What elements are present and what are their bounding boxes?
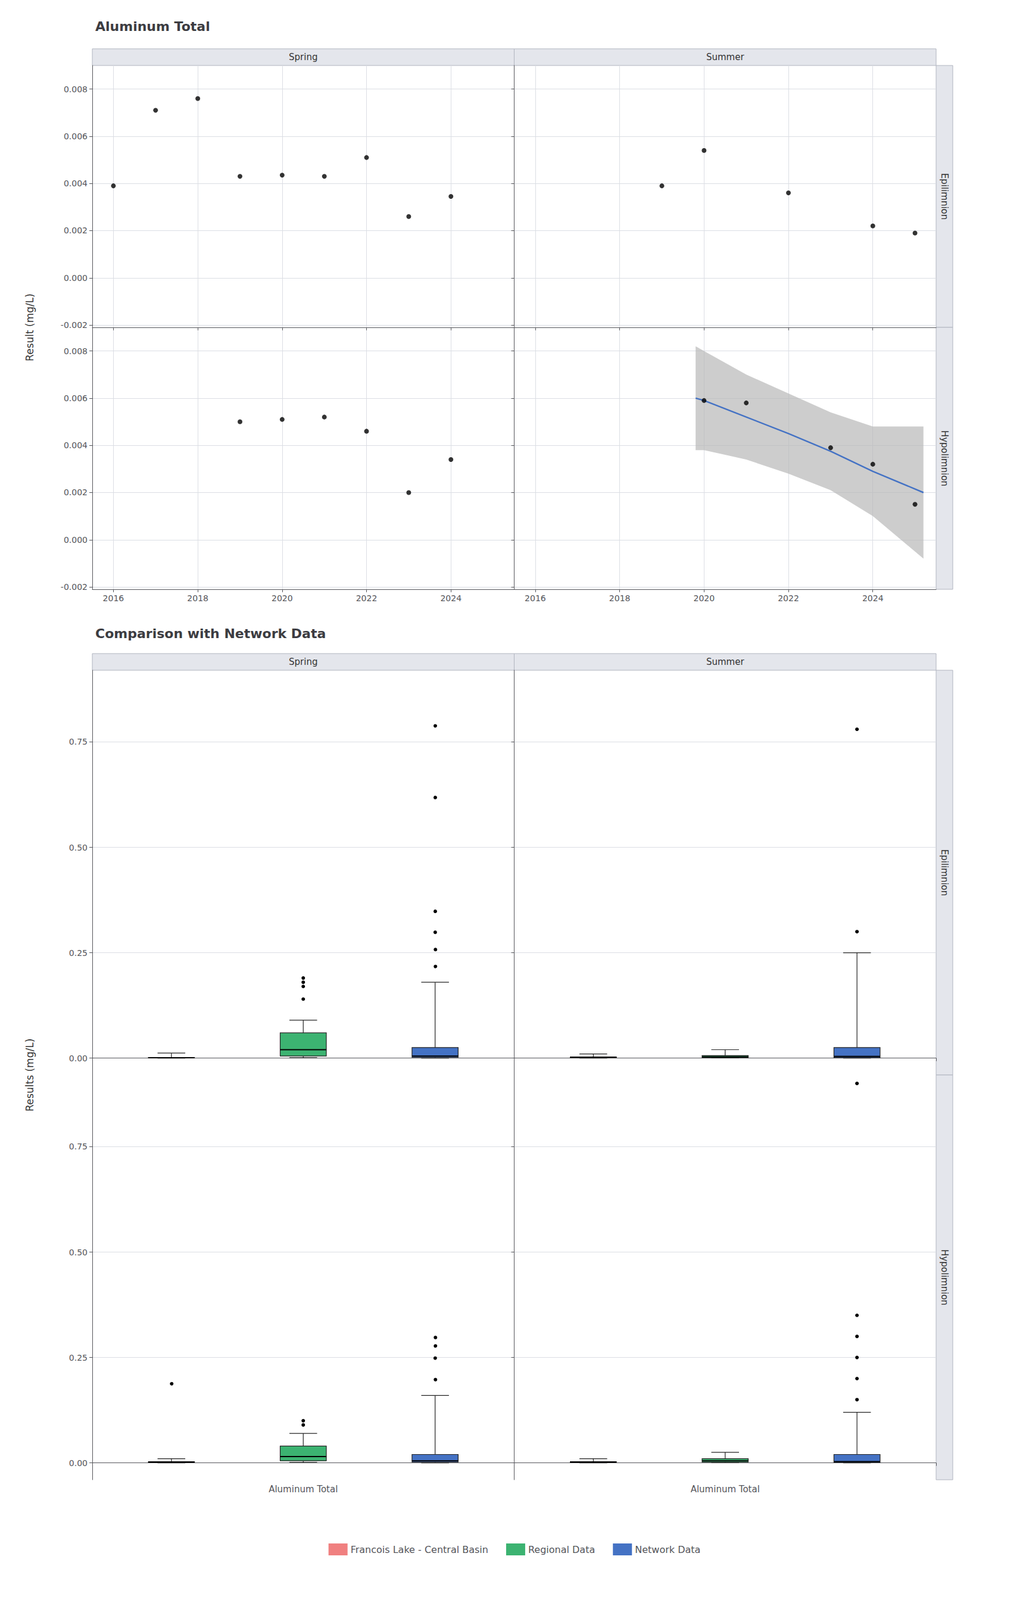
svg-text:0.002: 0.002 <box>63 487 88 498</box>
svg-text:0.75: 0.75 <box>69 1142 88 1152</box>
svg-text:Comparison with Network Data: Comparison with Network Data <box>95 626 326 642</box>
svg-text:0.008: 0.008 <box>63 346 88 357</box>
svg-text:0.000: 0.000 <box>63 535 88 545</box>
svg-text:0.004: 0.004 <box>63 178 88 189</box>
svg-text:Summer: Summer <box>706 51 745 63</box>
svg-text:Spring: Spring <box>288 51 318 63</box>
svg-text:Epilimnion: Epilimnion <box>939 849 950 897</box>
svg-text:0.008: 0.008 <box>63 84 88 95</box>
svg-text:Results (mg/L): Results (mg/L) <box>23 1039 36 1113</box>
svg-text:Regional Data: Regional Data <box>528 1544 595 1557</box>
svg-text:2022: 2022 <box>777 593 800 604</box>
svg-text:0.006: 0.006 <box>63 131 88 142</box>
svg-text:-0.002: -0.002 <box>60 320 88 330</box>
svg-text:2024: 2024 <box>440 593 462 604</box>
svg-text:2024: 2024 <box>862 593 884 604</box>
svg-text:0.000: 0.000 <box>63 273 88 283</box>
svg-text:Aluminum Total: Aluminum Total <box>268 1484 338 1496</box>
svg-text:0.00: 0.00 <box>69 1458 88 1469</box>
svg-text:2022: 2022 <box>356 593 378 604</box>
svg-text:0.004: 0.004 <box>63 440 88 451</box>
svg-text:0.00: 0.00 <box>69 1054 88 1064</box>
svg-text:2018: 2018 <box>609 593 631 604</box>
svg-text:2020: 2020 <box>693 593 716 604</box>
svg-text:0.50: 0.50 <box>69 843 88 853</box>
svg-text:Hypolimnion: Hypolimnion <box>939 1249 950 1306</box>
svg-text:2016: 2016 <box>103 593 125 604</box>
svg-text:2016: 2016 <box>524 593 547 604</box>
svg-text:2020: 2020 <box>271 593 293 604</box>
svg-text:Aluminum Total: Aluminum Total <box>95 19 211 34</box>
svg-text:Summer: Summer <box>706 656 745 668</box>
svg-text:2018: 2018 <box>186 593 209 604</box>
svg-text:Spring: Spring <box>288 656 318 668</box>
svg-text:-0.002: -0.002 <box>60 582 88 592</box>
svg-text:0.75: 0.75 <box>69 737 88 747</box>
svg-text:Hypolimnion: Hypolimnion <box>939 430 950 487</box>
svg-text:0.006: 0.006 <box>63 393 88 404</box>
svg-text:Network Data: Network Data <box>634 1544 701 1557</box>
svg-text:Result (mg/L): Result (mg/L) <box>23 293 36 362</box>
svg-text:Aluminum Total: Aluminum Total <box>690 1484 760 1496</box>
svg-text:0.50: 0.50 <box>69 1248 88 1258</box>
svg-text:Epilimnion: Epilimnion <box>939 173 950 220</box>
svg-text:0.002: 0.002 <box>63 225 88 236</box>
svg-text:Francois Lake - Central Basin: Francois Lake - Central Basin <box>350 1544 489 1557</box>
svg-text:0.25: 0.25 <box>69 1353 88 1364</box>
svg-text:0.25: 0.25 <box>69 948 88 959</box>
